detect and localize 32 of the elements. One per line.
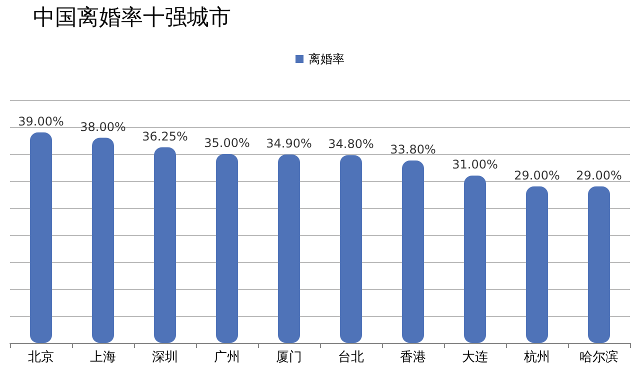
bar [278, 154, 300, 343]
bar [216, 154, 238, 343]
bar [340, 155, 362, 343]
x-tick-label: 广州 [214, 350, 240, 365]
bar [154, 147, 176, 343]
data-label: 29.00% [514, 168, 560, 182]
x-tick-label: 大连 [462, 350, 488, 365]
data-label: 34.80% [328, 137, 374, 152]
data-label: 39.00% [18, 114, 64, 128]
data-label: 33.80% [390, 142, 436, 156]
bar [526, 186, 548, 343]
x-tick-label: 台北 [338, 350, 364, 365]
bar [30, 132, 52, 343]
bar [92, 138, 114, 343]
x-tick-label: 哈尔滨 [580, 349, 618, 365]
bar [402, 160, 424, 343]
bar [464, 176, 486, 343]
x-tick-label: 深圳 [152, 350, 178, 365]
data-label: 35.00% [204, 136, 250, 150]
data-label: 29.00% [576, 168, 622, 182]
x-tick-label: 上海 [90, 350, 116, 365]
x-tick-label: 杭州 [523, 350, 550, 365]
data-label: 34.90% [266, 136, 312, 151]
data-label: 31.00% [452, 158, 498, 172]
data-label: 38.00% [80, 120, 126, 134]
x-tick-label: 北京 [28, 350, 54, 365]
chart-title: 中国离婚率十强城市 [33, 6, 231, 30]
bar [588, 186, 610, 343]
x-tick-label: 厦门 [276, 349, 302, 365]
x-tick-label: 香港 [400, 350, 426, 365]
legend-label: 离婚率 [308, 52, 344, 66]
data-label: 36.25% [142, 129, 188, 144]
